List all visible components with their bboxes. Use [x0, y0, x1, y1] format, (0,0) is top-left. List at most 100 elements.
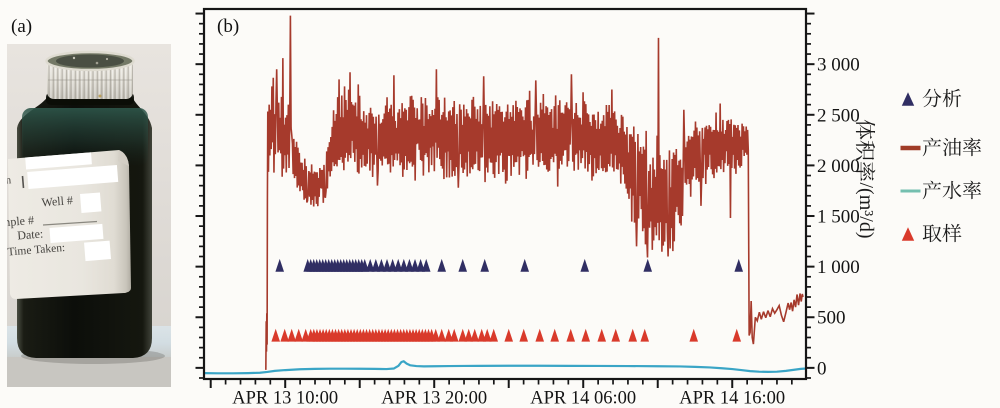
- cjk-glyph: [922, 89, 942, 108]
- sampling-marker: [504, 328, 514, 342]
- cjk-glyph: [962, 180, 982, 199]
- sampling-marker: [640, 328, 650, 342]
- label-partial-word: an: [0, 174, 12, 187]
- cjk-glyph-path: [942, 180, 962, 199]
- latin-char: (: [855, 188, 878, 195]
- chart-legend: [898, 0, 1000, 300]
- label-text-group: an Well # mple # Date: Time Taken:: [0, 174, 98, 258]
- sampling-marker: [550, 328, 560, 342]
- analysis-marker: [371, 258, 381, 272]
- x-tick-label: APR 14 06:00: [530, 389, 636, 408]
- axis-ticks: [195, 12, 815, 388]
- analysis-marker: [377, 258, 386, 272]
- panel-a-tag: (a): [11, 16, 33, 37]
- label-sample-field: mple #: [0, 213, 34, 230]
- y-tick-label: 0: [817, 358, 827, 379]
- analysis-marker: [388, 258, 397, 272]
- analysis-marker: [580, 258, 590, 272]
- legend-line-swatch: [900, 181, 922, 201]
- plot-frame: [202, 7, 808, 381]
- cjk-glyph-path: [942, 137, 962, 156]
- sampling-marker: [449, 328, 459, 342]
- sampling-marker: [489, 328, 499, 342]
- legend-line: [900, 145, 921, 150]
- legend-label: [922, 88, 962, 109]
- cjk-glyph-path: [942, 223, 962, 242]
- sampling-marker: [294, 328, 304, 342]
- cjk-glyph-path: [962, 180, 982, 199]
- analysis-marker: [437, 258, 447, 272]
- analysis-marker: [643, 258, 653, 272]
- sampling-marker: [464, 328, 474, 342]
- analysis-marker: [480, 258, 490, 272]
- sampling-marker: [470, 328, 480, 342]
- latin-char: m: [855, 194, 878, 211]
- y-tick-label: 1 000: [817, 257, 860, 278]
- cap-speckle: [95, 61, 99, 65]
- label-redaction-bar: [25, 152, 92, 170]
- cjk-glyph: [942, 223, 962, 242]
- cjk-glyph-path: [942, 89, 962, 108]
- y-tick-label: 2 500: [817, 105, 860, 126]
- analysis-marker: [399, 258, 409, 272]
- chart-series: [203, 15, 807, 375]
- analysis-marker: [458, 258, 468, 272]
- legend-label: [922, 137, 982, 158]
- label-redaction-bar: [49, 223, 104, 243]
- label-redaction-bar: [84, 240, 112, 262]
- cjk-glyph-path: [856, 141, 876, 161]
- latin-char: ): [855, 231, 878, 239]
- legend-row-analysis: [900, 87, 962, 111]
- bottle: an Well # mple # Date: Time Taken:: [0, 50, 165, 364]
- cjk-glyph: [922, 180, 942, 200]
- cjk-glyph: [942, 89, 962, 108]
- cjk-glyph: [856, 162, 876, 182]
- sampling-marker: [482, 328, 492, 342]
- legend-swatch-graphic: [900, 145, 921, 150]
- analysis-marker: [360, 258, 370, 272]
- cjk-glyph-path: [922, 137, 942, 157]
- y-axis-title: /(m ³ / d): [854, 104, 878, 254]
- series-water: [203, 360, 807, 375]
- panel-b-tag: (b): [217, 16, 240, 37]
- cjk-glyph: [942, 137, 962, 156]
- analysis-marker: [421, 258, 431, 272]
- cap-speckle: [98, 94, 102, 98]
- analysis-marker: [416, 258, 425, 272]
- legend-label: [922, 223, 962, 244]
- cjk-glyph-path: [856, 162, 876, 182]
- cjk-glyph-path: [922, 180, 942, 200]
- label-redaction-bar: [27, 164, 119, 189]
- bottle-cap: [45, 50, 135, 99]
- label-partial-divider: [21, 175, 25, 189]
- cjk-glyph: [856, 141, 876, 161]
- label-well-field: Well #: [41, 193, 73, 209]
- axis-tick-labels: APR 13 10:00 APR 13 20:00 APR 14 06:00 APR …: [232, 55, 859, 408]
- photo-table-front: [7, 357, 171, 387]
- cjk-glyph: [942, 180, 962, 199]
- sampling-marker: [732, 328, 742, 342]
- series-oil: [265, 15, 804, 370]
- label-time-taken-field: Time Taken:: [7, 242, 65, 258]
- x-tick-label: APR 14 16:00: [679, 389, 785, 408]
- cap-speckle: [105, 57, 109, 61]
- sampling-marker: [519, 328, 529, 342]
- sampling-marker: [611, 328, 621, 342]
- legend-triangle: [901, 226, 915, 241]
- cjk-glyph: [856, 120, 876, 140]
- series-sampling-markers: [271, 328, 742, 342]
- legend-triangle-swatch: [900, 224, 922, 244]
- legend-row-sampling: [900, 222, 962, 246]
- cap-speckle: [72, 56, 76, 60]
- legend-swatch-graphic: [900, 189, 921, 192]
- x-tick-label: APR 13 20:00: [381, 389, 487, 408]
- y-tick-label: 1 500: [817, 207, 860, 228]
- x-tick-label: APR 13 10:00: [232, 389, 338, 408]
- sampling-marker: [581, 328, 591, 342]
- label-corner-fold: [118, 150, 129, 166]
- analysis-marker: [275, 258, 285, 272]
- cjk-glyph-path: [856, 120, 876, 140]
- sampling-marker: [477, 328, 487, 342]
- analysis-marker: [365, 258, 375, 272]
